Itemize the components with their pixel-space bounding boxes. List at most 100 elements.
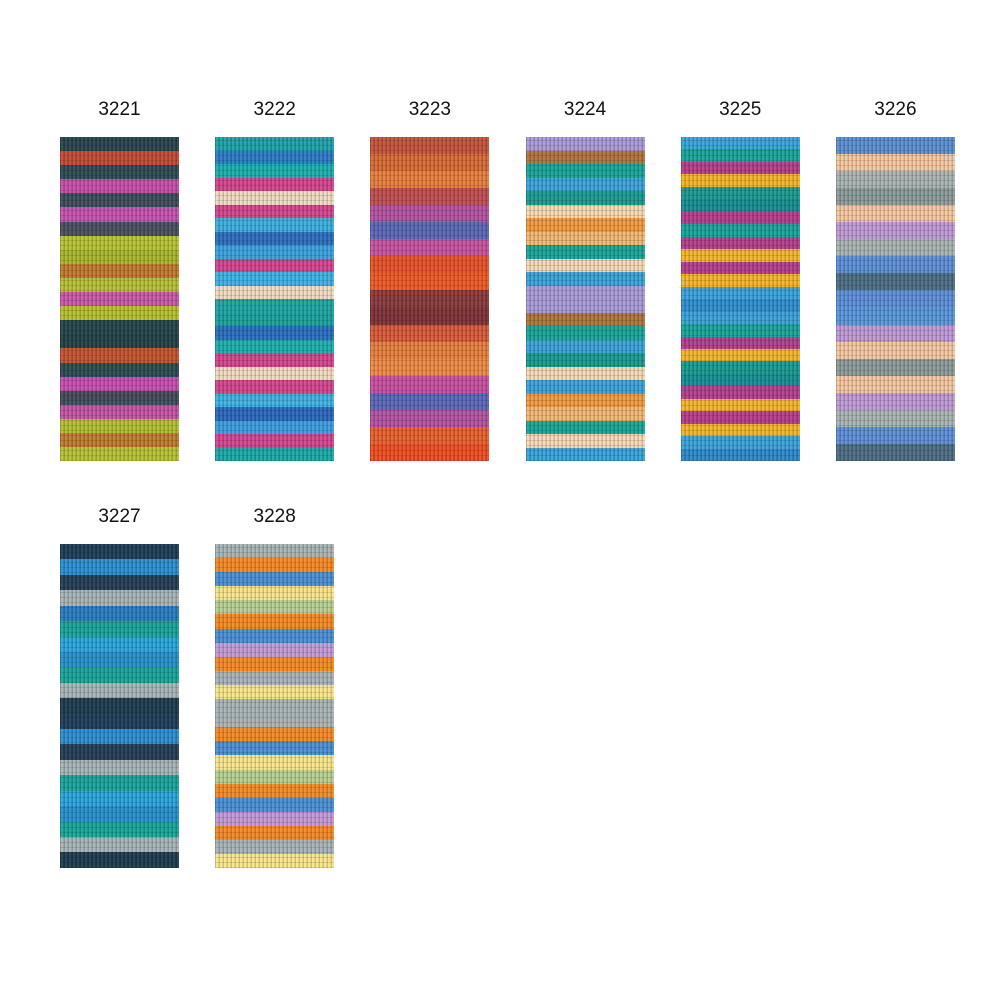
yarn-stripe [370,256,490,274]
yarn-stripe [680,423,800,437]
yarn-stripe [60,698,179,714]
yarn-stripe [215,854,335,868]
yarn-stripe [680,211,800,225]
yarn-stripe [60,821,179,838]
yarn-stripe [680,348,800,362]
yarn-stripe [215,285,335,299]
swatch-card-3227: 3227 [60,504,179,868]
yarn-stripe [215,755,335,770]
yarn-stripe [835,256,955,274]
yarn-stripe [680,311,800,325]
yarn-stripe [60,418,179,433]
yarn-stripe [60,235,179,250]
yarn-stripe [215,420,335,434]
yarn-stripe [215,380,335,394]
yarn-stripe [215,600,335,615]
yarn-stripe [60,559,179,575]
yarn-stripe [60,574,179,591]
yarn-stripe [60,249,179,264]
yarn-stripe [525,339,645,353]
yarn-stripe [215,353,335,367]
yarn-stripe [680,411,800,424]
yarn-stripe [215,164,335,178]
yarn-stripe [215,245,335,259]
yarn-stripe [215,642,335,657]
yarn-stripe [370,307,490,325]
yarn-swatch-image [680,137,800,461]
yarn-stripe [215,434,335,448]
color-swatch-grid: 3221 3222 3223 3224 3225 3226 3227 3228 [60,97,955,868]
yarn-stripe [680,286,800,300]
yarn-stripe [215,811,335,826]
yarn-stripe [680,249,800,262]
yarn-stripe [525,393,645,407]
yarn-stripe [680,436,800,449]
swatch-code-label: 3226 [874,99,917,120]
yarn-stripe [60,759,179,776]
yarn-stripe [370,341,490,359]
yarn-stripe [835,375,955,393]
yarn-stripe [215,204,335,218]
yarn-stripe [525,434,645,448]
yarn-stripe [60,263,179,278]
yarn-stripe [60,221,179,236]
yarn-stripe [680,299,800,312]
yarn-stripe [215,628,335,643]
yarn-stripe [525,245,645,259]
yarn-stripe [680,361,800,374]
yarn-stripe [215,586,335,601]
yarn-stripe [525,177,645,191]
yarn-stripe [835,154,955,172]
yarn-stripe [60,682,179,699]
yarn-stripe [525,137,645,151]
yarn-stripe [525,366,645,380]
yarn-stripe [835,171,955,189]
swatch-code-label: 3225 [719,99,762,120]
yarn-stripe [60,292,179,307]
yarn-stripe [680,386,800,399]
swatch-card-3221: 3221 [60,97,179,461]
yarn-stripe [525,218,645,232]
yarn-stripe [835,290,955,308]
yarn-stripe [680,137,800,150]
yarn-stripe [680,236,800,250]
yarn-stripe [370,171,490,189]
yarn-stripe [835,358,955,376]
yarn-stripe [60,775,179,791]
swatch-card-3226: 3226 [835,97,955,461]
yarn-stripe [370,375,490,393]
yarn-stripe [215,137,335,151]
yarn-stripe [215,312,335,326]
yarn-stripe [215,797,335,812]
yarn-stripe [525,272,645,286]
swatch-code-label: 3221 [98,99,141,120]
yarn-stripe [215,258,335,272]
yarn-stripe [215,713,335,728]
yarn-stripe [60,334,179,349]
swatch-code-label: 3224 [563,99,607,120]
yarn-stripe [835,341,955,359]
yarn-stripe [525,150,645,164]
yarn-stripe [680,174,800,187]
yarn-stripe [680,398,800,412]
yarn-stripe [835,392,955,410]
yarn-stripe [680,336,800,349]
yarn-stripe [215,544,335,559]
yarn-stripe [370,273,490,291]
yarn-stripe [60,320,179,335]
swatch-code-label: 3222 [253,99,296,120]
yarn-stripe [215,272,335,286]
yarn-stripe [215,326,335,340]
yarn-stripe [60,404,179,419]
yarn-swatch-image [370,137,490,461]
yarn-stripe [835,409,955,427]
yarn-stripe [215,218,335,232]
yarn-stripe [215,339,335,353]
yarn-stripe [60,193,179,208]
yarn-stripe [525,231,645,245]
yarn-stripe [680,274,800,287]
yarn-stripe [60,837,179,853]
yarn-stripe [60,806,179,822]
yarn-stripe [60,636,179,652]
yarn-stripe [60,390,179,405]
